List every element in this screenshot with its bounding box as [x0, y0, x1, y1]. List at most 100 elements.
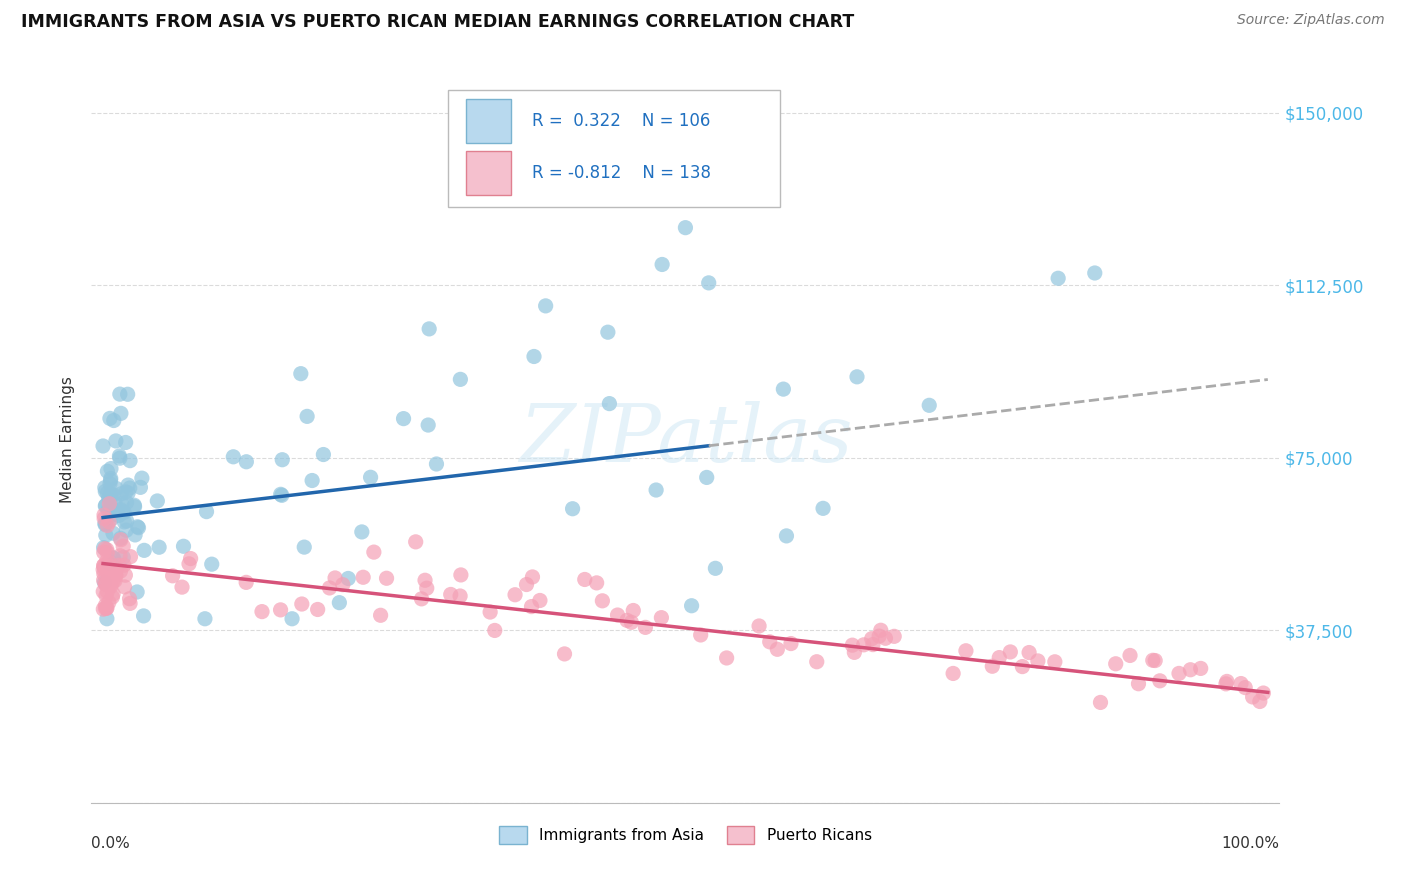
- Point: [554, 647, 576, 661]
- Point: [484, 624, 506, 638]
- Point: [94, 484, 117, 499]
- Point: [780, 636, 803, 650]
- Text: 100.0%: 100.0%: [1222, 836, 1279, 850]
- Point: [98, 490, 121, 504]
- Point: [100, 471, 122, 485]
- Point: [110, 532, 132, 546]
- Point: [1000, 645, 1022, 659]
- Point: [173, 539, 195, 553]
- Point: [118, 591, 141, 606]
- Point: [942, 666, 965, 681]
- Point: [96, 612, 118, 626]
- Point: [1189, 661, 1212, 675]
- Point: [162, 569, 184, 583]
- Point: [645, 483, 668, 497]
- Point: [98, 497, 121, 511]
- Point: [98, 515, 121, 529]
- Point: [1026, 654, 1049, 668]
- Point: [201, 557, 224, 571]
- Point: [520, 599, 543, 614]
- Point: [301, 474, 323, 488]
- Point: [115, 485, 138, 500]
- Point: [100, 508, 122, 523]
- Point: [98, 556, 121, 570]
- Point: [94, 577, 117, 591]
- Point: [110, 564, 132, 578]
- Point: [94, 528, 117, 542]
- Point: [988, 650, 1011, 665]
- Point: [97, 491, 120, 505]
- Point: [292, 540, 315, 554]
- Point: [114, 568, 136, 582]
- Point: [844, 645, 866, 659]
- Point: [96, 518, 118, 533]
- Point: [110, 502, 132, 516]
- Point: [222, 450, 245, 464]
- Point: [534, 299, 557, 313]
- Point: [128, 521, 150, 535]
- Point: [101, 563, 124, 577]
- Point: [110, 487, 132, 501]
- Point: [418, 322, 440, 336]
- Point: [360, 470, 382, 484]
- Point: [97, 572, 120, 586]
- Point: [295, 409, 318, 424]
- Point: [748, 619, 770, 633]
- Point: [94, 559, 117, 574]
- Point: [96, 464, 118, 478]
- Text: 0.0%: 0.0%: [91, 836, 131, 850]
- Point: [100, 566, 122, 581]
- Point: [716, 651, 738, 665]
- Point: [1018, 646, 1040, 660]
- Point: [392, 411, 415, 425]
- Point: [1241, 690, 1264, 704]
- Point: [112, 505, 135, 519]
- Point: [332, 577, 354, 591]
- Point: [696, 470, 718, 484]
- Point: [93, 508, 115, 522]
- Point: [375, 571, 398, 585]
- Point: [101, 550, 124, 565]
- Point: [290, 367, 312, 381]
- Point: [177, 557, 200, 571]
- Point: [124, 500, 146, 514]
- Point: [100, 512, 122, 526]
- Point: [1084, 266, 1107, 280]
- Point: [1168, 666, 1191, 681]
- Point: [101, 587, 124, 601]
- Point: [120, 549, 142, 564]
- Point: [811, 501, 834, 516]
- Point: [250, 605, 273, 619]
- Point: [1047, 271, 1070, 285]
- Point: [104, 567, 127, 582]
- Point: [235, 575, 257, 590]
- Point: [1142, 653, 1164, 667]
- Point: [96, 600, 118, 615]
- Point: [449, 372, 471, 386]
- Point: [96, 584, 118, 599]
- Point: [97, 556, 120, 570]
- Point: [529, 593, 551, 607]
- Point: [111, 505, 134, 519]
- Point: [352, 570, 374, 584]
- Point: [806, 655, 828, 669]
- Point: [918, 398, 941, 412]
- Point: [1011, 659, 1033, 673]
- Point: [120, 596, 142, 610]
- Point: [115, 495, 138, 509]
- Point: [425, 457, 447, 471]
- Point: [96, 542, 118, 557]
- Point: [94, 481, 117, 495]
- Point: [103, 551, 125, 566]
- Point: [93, 558, 115, 573]
- Point: [96, 601, 118, 615]
- Point: [91, 439, 114, 453]
- Point: [96, 486, 118, 500]
- Point: [100, 569, 122, 583]
- FancyBboxPatch shape: [447, 90, 780, 207]
- Point: [148, 540, 170, 554]
- Point: [596, 325, 619, 339]
- Point: [93, 558, 115, 573]
- Point: [515, 577, 537, 591]
- Point: [108, 451, 131, 466]
